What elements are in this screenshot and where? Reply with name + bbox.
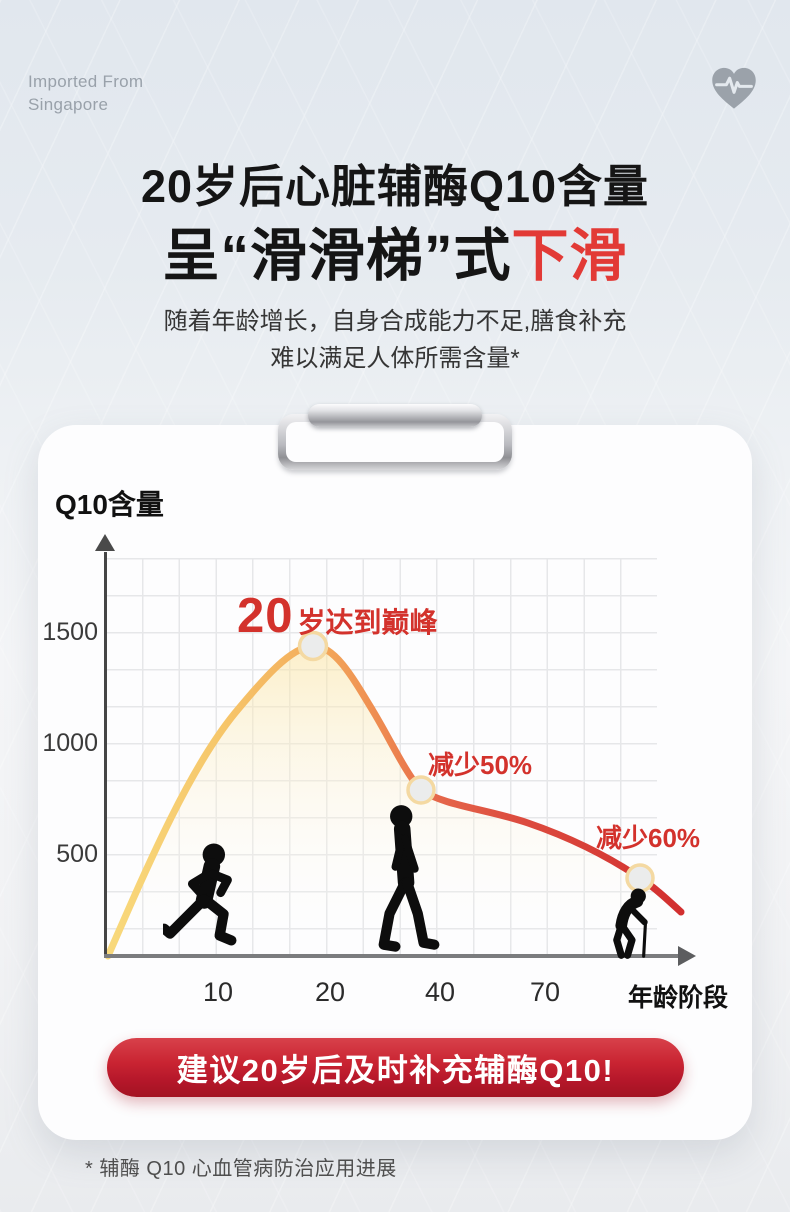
annotation-peak: 20 岁达到巅峰 — [237, 588, 438, 644]
person-child-running-icon — [163, 843, 237, 946]
curve-area-fill — [108, 645, 681, 956]
page-title-line1: 20岁后心脏辅酶Q10含量 — [140, 161, 650, 212]
origin-line1: Imported From — [28, 72, 144, 91]
person-adult-walking-icon — [378, 805, 440, 952]
annotation-drop-60: 减少60% — [596, 823, 701, 853]
y-tick-1500: 1500 — [42, 618, 98, 646]
imported-from-label: Imported From Singapore — [28, 70, 143, 117]
heart-pulse-icon — [712, 67, 756, 109]
x-tick-70: 70 — [529, 977, 561, 1007]
cta-button[interactable]: 建议20岁后及时补充辅酶Q10! — [107, 1038, 684, 1097]
x-axis-title: 年龄阶段 — [627, 984, 729, 1012]
clipboard-clip-icon — [278, 404, 512, 470]
person-elderly-cane-icon — [613, 888, 648, 959]
subtitle-line1: 随着年龄增长，自身合成能力不足,膳食补充 — [163, 308, 627, 335]
x-axis-line — [104, 954, 680, 958]
origin-line2: Singapore — [28, 95, 109, 115]
annotation-peak-text: 岁达到巅峰 — [297, 607, 438, 638]
annotation-drop-50: 减少50% — [428, 750, 533, 780]
page-title-line2: 呈“滑滑梯”式下滑 — [0, 210, 790, 292]
subtitle-line2: 难以满足人体所需含量* — [270, 345, 520, 372]
y-axis-arrow-icon — [95, 534, 115, 551]
curve-line — [104, 642, 685, 960]
y-axis-line — [104, 552, 107, 958]
title-black-part: 呈“滑滑梯”式 — [162, 224, 512, 288]
subtitle: 随着年龄增长，自身合成能力不足,膳食补充 难以满足人体所需含量* — [0, 303, 790, 377]
y-tick-500: 500 — [56, 840, 98, 868]
chart-y-axis-title: Q10含量 — [55, 489, 164, 520]
marker-age-40 — [406, 775, 436, 805]
q10-decline-curve — [104, 630, 685, 960]
annotation-peak-age: 20 — [237, 589, 294, 643]
x-tick-10: 10 — [202, 977, 234, 1007]
marker-age-20 — [297, 630, 329, 662]
x-tick-40: 40 — [424, 977, 456, 1007]
x-tick-20: 20 — [314, 977, 346, 1007]
y-tick-1000: 1000 — [42, 729, 98, 757]
footnote-reference: * 辅酶 Q10 心血管病防治应用进展 — [85, 1158, 397, 1180]
title-red-part: 下滑 — [511, 224, 628, 288]
x-axis-arrow-icon — [678, 946, 696, 966]
